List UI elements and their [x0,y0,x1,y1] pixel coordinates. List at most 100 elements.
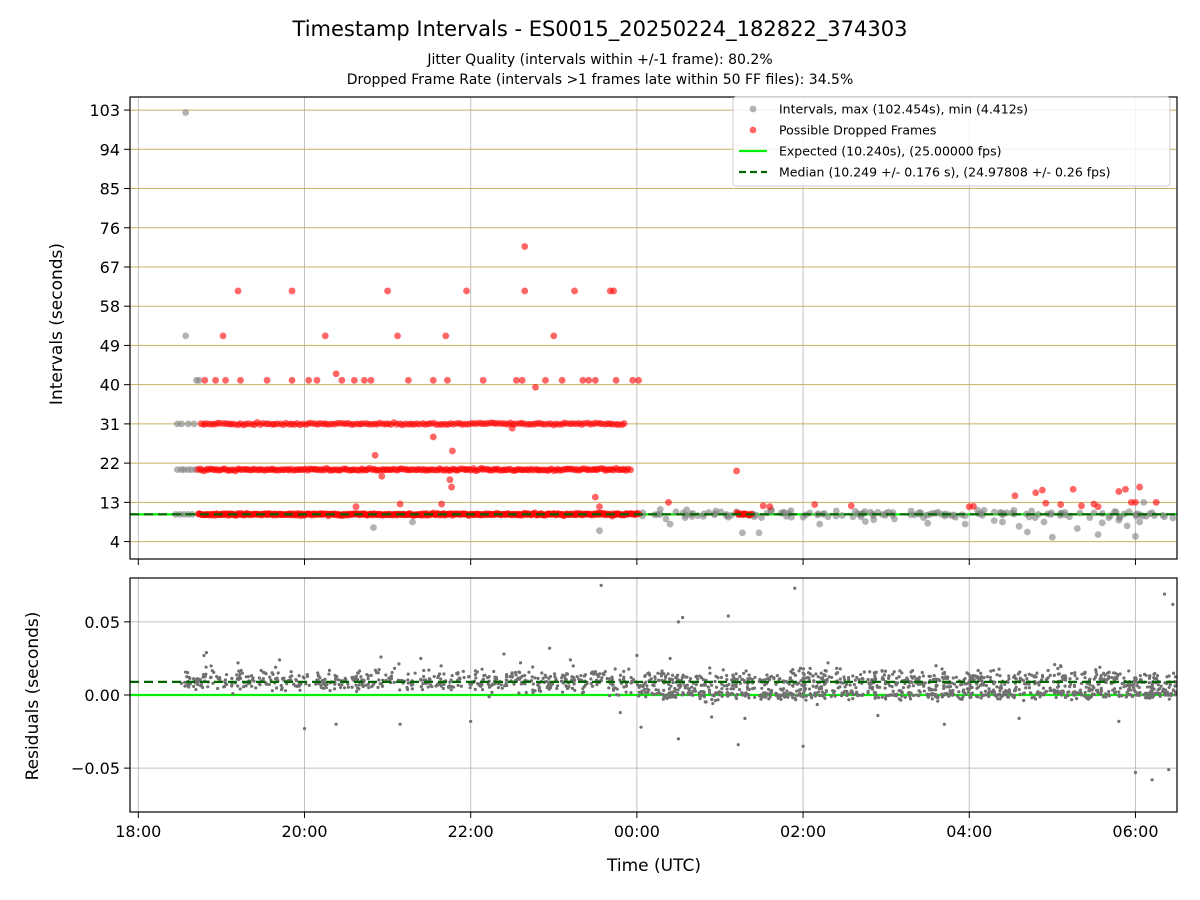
x-axis-title: Time (UTC) [606,856,701,876]
residual-point [654,688,658,692]
residual-point [338,685,343,690]
residual-point [801,671,805,675]
residual-point [811,674,815,678]
residual-point [951,676,955,680]
residual-point [252,679,256,683]
residual-point [759,697,763,701]
residual-point [661,692,665,697]
residual-point [710,697,714,702]
residual-point [747,687,751,692]
residual-point [1171,602,1175,606]
residual-point [675,673,680,677]
residual-point [698,697,702,701]
residual-point [791,667,795,672]
residual-point [517,677,522,681]
residual-point [1080,693,1084,697]
residual-point [873,676,877,680]
interval-point [662,515,670,523]
interval-point [907,511,915,519]
residual-point [1056,684,1061,688]
dropped-frame-point [201,376,209,384]
residual-point [236,684,240,688]
residual-point [610,677,614,681]
residual-point [942,686,946,691]
residual-point [209,664,213,668]
interval-point [1132,532,1139,540]
y-tick-label: 103 [89,101,120,120]
residual-point [1133,770,1138,775]
dropped-frame-point [635,376,642,384]
residual-point [678,683,682,687]
residual-point [631,677,636,682]
residual-point [1171,688,1176,692]
residual-point [337,682,341,687]
interval-point [838,512,846,519]
residual-point [1091,684,1095,688]
residual-point [422,668,426,673]
residual-point [935,683,939,688]
residual-point [493,677,498,681]
residual-point [201,675,205,679]
residual-point [473,672,478,677]
residual-point [1125,690,1129,695]
residual-point [1025,677,1029,681]
dropped-frame-point [518,376,526,384]
residual-point [917,689,921,693]
residual-point [855,675,859,680]
residual-point [838,685,842,689]
dropped-frame-point [429,376,437,384]
residual-point [720,691,724,695]
residual-point [1080,672,1084,676]
residual-point [237,669,241,673]
residual-point [1111,671,1116,675]
residual-point [998,689,1002,693]
residual-point [764,694,768,698]
residual-point [419,684,423,689]
residual-point [641,684,645,689]
residual-point [979,675,984,679]
interval-point [1105,514,1113,522]
residual-point [713,698,717,703]
residual-point [355,689,359,693]
residual-point [966,690,971,694]
interval-point [182,109,190,116]
residual-point [362,684,366,688]
residual-point [820,690,825,694]
residual-point [708,671,712,675]
residual-point [201,673,206,677]
residual-point [1115,674,1120,678]
residual-point [708,666,712,670]
residual-point [389,674,394,678]
residual-point [955,685,959,689]
residual-point [1030,696,1034,700]
residual-point [987,687,991,691]
residual-point [747,673,751,677]
residual-point [1055,689,1060,693]
residual-point [442,682,446,687]
legend-marker [749,126,757,134]
residual-point [1073,671,1077,675]
residual-point [536,676,540,680]
residual-point [1041,692,1045,696]
residual-point [998,697,1002,701]
residual-point [483,673,487,677]
residual-point [1073,673,1077,678]
residual-point [819,676,823,680]
residual-point [1053,691,1057,695]
residual-point [874,691,878,695]
residual-point [578,678,582,682]
residual-point [673,686,677,691]
residual-point [979,696,983,700]
residual-point [775,692,779,696]
residual-point [1021,692,1026,696]
dropped-frame-point [367,376,375,384]
dropped-frame-point [766,503,774,511]
residual-point [413,671,417,675]
residual-point [841,692,845,696]
interval-point [370,524,377,532]
residual-point [640,691,644,695]
residual-point [990,691,994,695]
residual-point [1105,671,1110,675]
residual-point [1083,676,1087,680]
residual-point [785,695,789,699]
